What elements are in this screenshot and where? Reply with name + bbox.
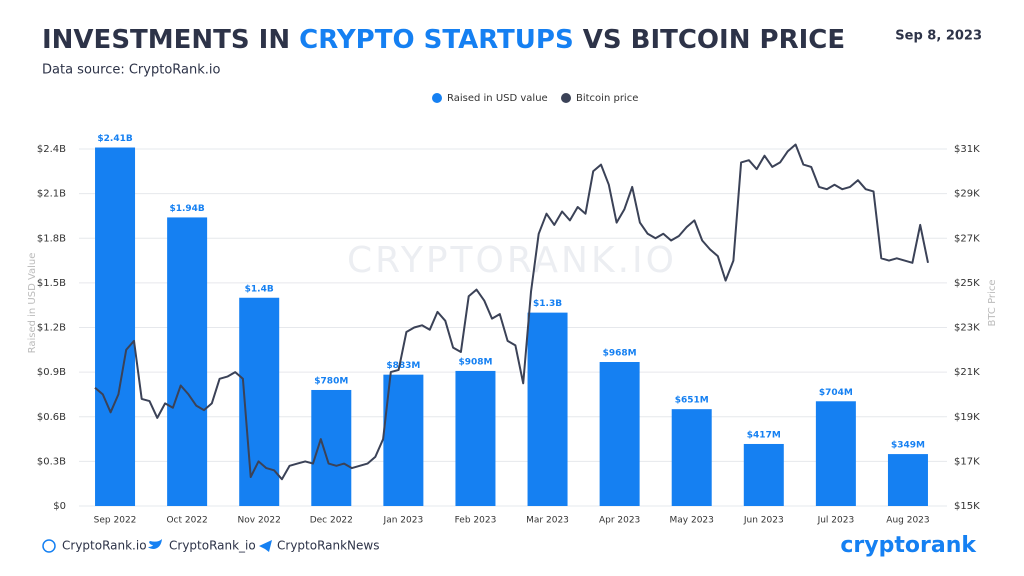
y2-tick-label: $31K bbox=[954, 144, 980, 155]
data-label: $1.94B bbox=[169, 204, 204, 214]
legend-swatch bbox=[561, 93, 571, 103]
x-tick-label: Sep 2022 bbox=[94, 516, 137, 526]
y-tick-label: $1.8B bbox=[37, 233, 66, 244]
logo: cryptorank bbox=[840, 533, 977, 558]
legend-swatch bbox=[432, 93, 442, 103]
y-tick-label: $1.2B bbox=[37, 323, 66, 334]
subtitle: Data source: CryptoRank.io bbox=[42, 63, 220, 78]
x-tick-label: Feb 2023 bbox=[455, 516, 497, 526]
y-axis-label: Raised in USD Value bbox=[27, 253, 38, 354]
bar bbox=[743, 443, 784, 506]
btc-line bbox=[94, 143, 929, 481]
watermark: CRYPTORANK.IO bbox=[347, 240, 677, 281]
x-tick-label: Apr 2023 bbox=[599, 516, 640, 526]
date: Sep 8, 2023 bbox=[895, 29, 982, 44]
y2-axis-label: BTC Price bbox=[987, 280, 998, 327]
y-tick-label: $0.9B bbox=[37, 367, 66, 378]
title-part: VS BITCOIN PRICE bbox=[574, 25, 845, 55]
y2-tick-label: $29K bbox=[954, 189, 980, 200]
x-tick-label: Jan 2023 bbox=[383, 516, 424, 526]
bar bbox=[599, 362, 640, 506]
title-part: CRYPTO STARTUPS bbox=[299, 25, 574, 55]
data-label: $908M bbox=[458, 357, 492, 367]
y2-tick-label: $25K bbox=[954, 278, 980, 289]
y2-tick-label: $27K bbox=[954, 233, 980, 244]
telegram-icon bbox=[259, 540, 272, 552]
bar bbox=[671, 409, 712, 506]
x-tick-label: Jun 2023 bbox=[743, 516, 784, 526]
y-tick-label: $2.1B bbox=[37, 189, 66, 200]
chart-title: INVESTMENTS IN CRYPTO STARTUPS VS BITCOI… bbox=[42, 25, 845, 55]
web-icon bbox=[42, 539, 56, 553]
y2-tick-label: $15K bbox=[954, 501, 980, 512]
y-tick-label: $1.5B bbox=[37, 278, 66, 289]
x-tick-label: Mar 2023 bbox=[526, 516, 569, 526]
y-tick-label: $0.6B bbox=[37, 412, 66, 423]
data-label: $780M bbox=[314, 376, 348, 386]
data-label: $651M bbox=[675, 396, 709, 406]
data-label: $417M bbox=[747, 430, 781, 440]
footer-link: CryptoRank.io bbox=[62, 539, 147, 553]
data-label: $883M bbox=[386, 361, 420, 371]
y2-tick-label: $19K bbox=[954, 412, 980, 423]
y-tick-label: $0 bbox=[53, 501, 66, 512]
bar bbox=[95, 147, 136, 506]
x-tick-label: Nov 2022 bbox=[238, 516, 281, 526]
footer-link: CryptoRank_io bbox=[169, 539, 256, 553]
bar bbox=[815, 401, 856, 506]
footer-link: CryptoRankNews bbox=[277, 539, 380, 553]
y2-tick-label: $23K bbox=[954, 323, 980, 334]
data-label: $704M bbox=[819, 388, 853, 398]
y-tick-label: $2.4B bbox=[37, 144, 66, 155]
title-part: INVESTMENTS IN bbox=[42, 25, 299, 55]
bar bbox=[527, 312, 568, 506]
bar bbox=[167, 217, 208, 507]
legend-label: Bitcoin price bbox=[576, 93, 638, 104]
legend-label: Raised in USD value bbox=[447, 93, 548, 104]
data-label: $1.4B bbox=[245, 284, 274, 294]
x-tick-label: May 2023 bbox=[670, 516, 714, 526]
data-label: $1.3B bbox=[533, 299, 562, 309]
twitter-icon bbox=[148, 539, 162, 549]
bar bbox=[887, 454, 928, 506]
x-tick-label: Dec 2022 bbox=[310, 516, 353, 526]
y2-tick-label: $17K bbox=[954, 456, 980, 467]
data-label: $968M bbox=[603, 349, 637, 359]
y-tick-label: $0.3B bbox=[37, 456, 66, 467]
x-tick-label: Oct 2022 bbox=[166, 516, 207, 526]
x-tick-label: Jul 2023 bbox=[817, 516, 855, 526]
footer: CryptoRank.io CryptoRank_io CryptoRankNe… bbox=[42, 539, 380, 553]
bar bbox=[383, 374, 424, 506]
bar bbox=[455, 370, 496, 506]
y2-tick-label: $21K bbox=[954, 367, 980, 378]
x-tick-label: Aug 2023 bbox=[886, 516, 929, 526]
data-label: $2.41B bbox=[97, 134, 132, 144]
data-label: $349M bbox=[891, 441, 925, 451]
bar bbox=[239, 297, 280, 506]
